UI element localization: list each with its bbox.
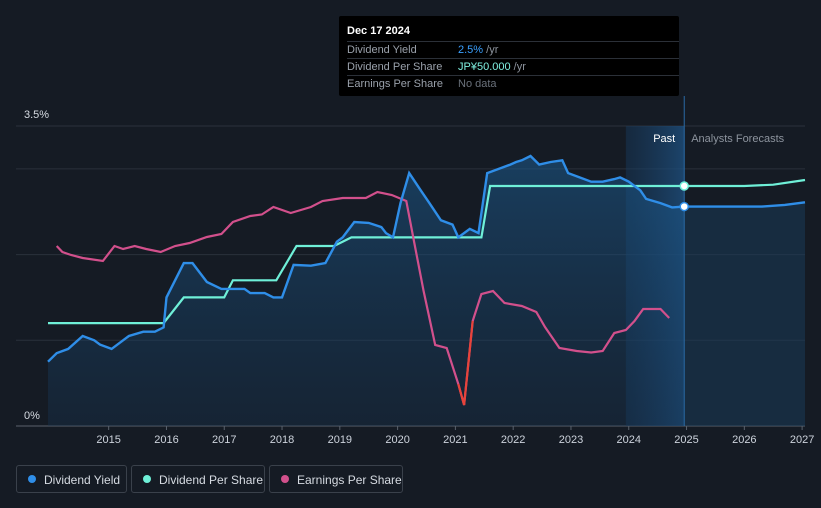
x-tick-label: 2015: [96, 434, 120, 446]
legend-dividend-yield[interactable]: Dividend Yield: [16, 465, 127, 493]
legend-earnings-per-share[interactable]: Earnings Per Share: [269, 465, 403, 493]
dividend-per-share-forecast-line: [684, 178, 806, 188]
earnings-per-share-low-segment: [457, 320, 474, 406]
x-tick-label: 2021: [443, 434, 467, 446]
tooltip-value: JP¥50.000: [458, 61, 511, 73]
legend-dot-icon: [281, 475, 289, 483]
past-label: Past: [653, 133, 675, 145]
tooltip-row-dividend-yield: Dividend Yield 2.5% /yr: [347, 41, 679, 59]
x-tick-label: 2016: [154, 434, 178, 446]
tooltip-value: 2.5%: [458, 44, 484, 56]
dividend-per-share-marker: [679, 181, 689, 191]
tooltip-label: Dividend Per Share: [347, 61, 443, 73]
dividend-yield-forecast-line: [684, 201, 806, 208]
tooltip-unit: /yr: [510, 61, 526, 73]
x-tick-label: 2017: [212, 434, 236, 446]
legend-label: Dividend Per Share: [159, 473, 264, 487]
x-tick-label: 2020: [385, 434, 409, 446]
tooltip-unit: /yr: [483, 44, 499, 56]
x-tick-label: 2023: [559, 434, 583, 446]
dividend-yield-area: [48, 156, 685, 426]
hover-markers: [679, 181, 689, 212]
x-tick-label: 2025: [674, 434, 698, 446]
x-tick-label: 2026: [732, 434, 756, 446]
x-tick-label: 2027: [790, 434, 814, 446]
tooltip-date: Dec 17 2024: [347, 25, 410, 37]
x-tick-label: 2024: [617, 434, 641, 446]
x-tick-label: 2022: [501, 434, 525, 446]
x-tick-label: 2018: [270, 434, 294, 446]
earnings-per-share-line: [55, 190, 670, 406]
dividend-yield-marker: [679, 201, 689, 212]
dividend-per-share-line: [48, 184, 685, 325]
legend-dot-icon: [143, 475, 151, 483]
legend-dot-icon: [28, 475, 36, 483]
legend-dividend-per-share[interactable]: Dividend Per Share: [131, 465, 265, 493]
tooltip-value: No data: [458, 78, 497, 90]
dividend-yield-line: [47, 154, 685, 363]
dividend-yield-forecast-area: [684, 202, 805, 426]
chart-tooltip: Dec 17 2024 Dividend Yield 2.5% /yr Divi…: [339, 16, 679, 96]
forecast-label: Analysts Forecasts: [691, 133, 784, 145]
axis-labels: 3.5% 0% 2015 2016 2017 2018 2019 2020 2021 2022 20…: [24, 109, 814, 446]
tooltip-label: Dividend Yield: [347, 44, 417, 56]
x-tick-label: 2019: [328, 434, 352, 446]
y-tick-label: 3.5%: [24, 109, 49, 121]
legend-label: Earnings Per Share: [297, 473, 402, 487]
legend-label: Dividend Yield: [44, 473, 121, 487]
series-lines: [47, 154, 806, 406]
y-tick-label: 0%: [24, 410, 40, 422]
tooltip-row-dividend-per-share: Dividend Per Share JP¥50.000 /yr: [347, 58, 679, 76]
tooltip-row-earnings-per-share: Earnings Per Share No data: [347, 75, 679, 93]
tooltip-label: Earnings Per Share: [347, 78, 443, 90]
